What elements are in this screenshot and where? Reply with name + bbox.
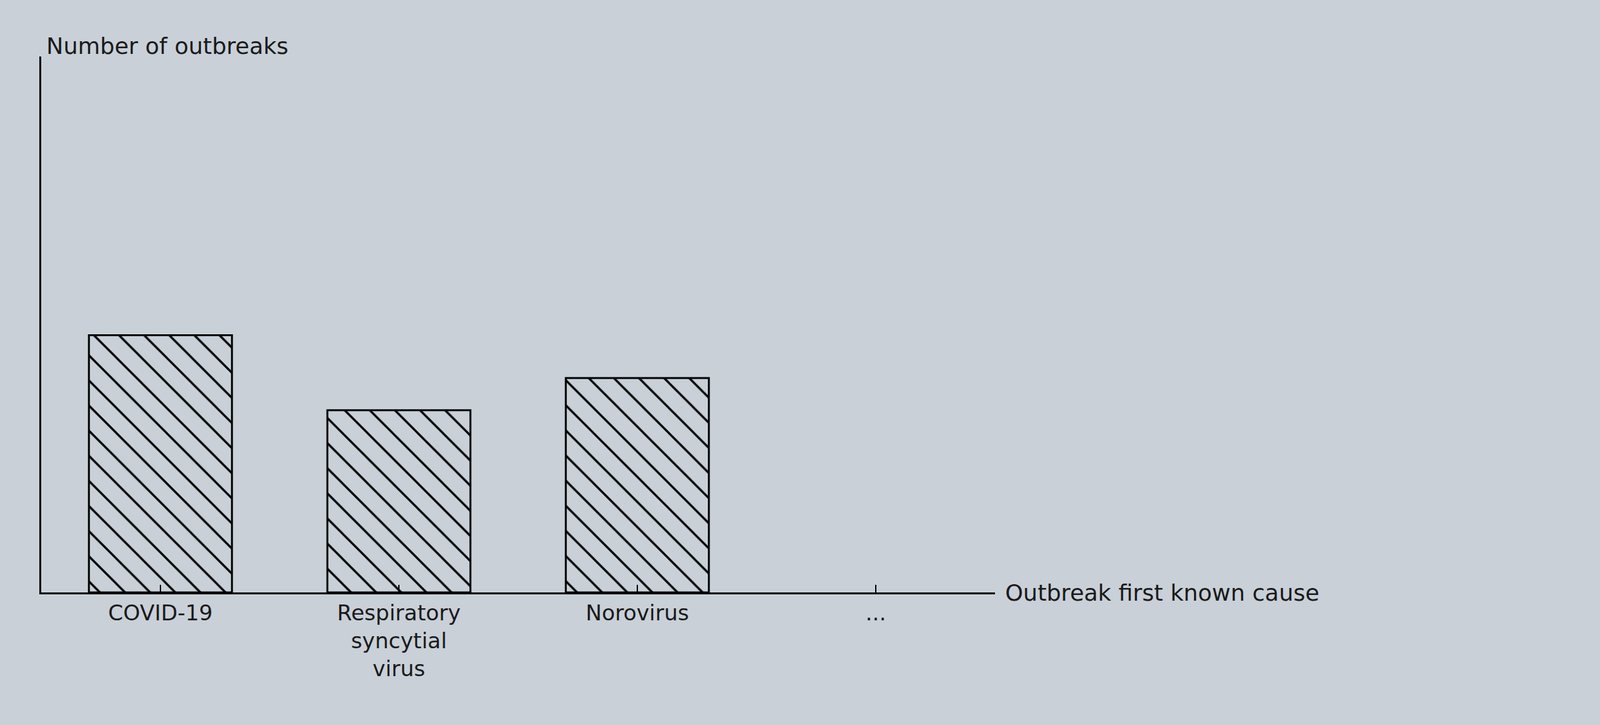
svg-text:Outbreak first known cause: Outbreak first known cause bbox=[1005, 579, 1320, 606]
svg-text:Respiratorysyncytialvirus: Respiratorysyncytialvirus bbox=[337, 599, 462, 682]
svg-text:...: ... bbox=[865, 599, 886, 626]
svg-text:COVID-19: COVID-19 bbox=[108, 599, 214, 626]
svg-text:Number of outbreaks: Number of outbreaks bbox=[46, 32, 289, 59]
svg-text:Norovirus: Norovirus bbox=[585, 599, 689, 626]
